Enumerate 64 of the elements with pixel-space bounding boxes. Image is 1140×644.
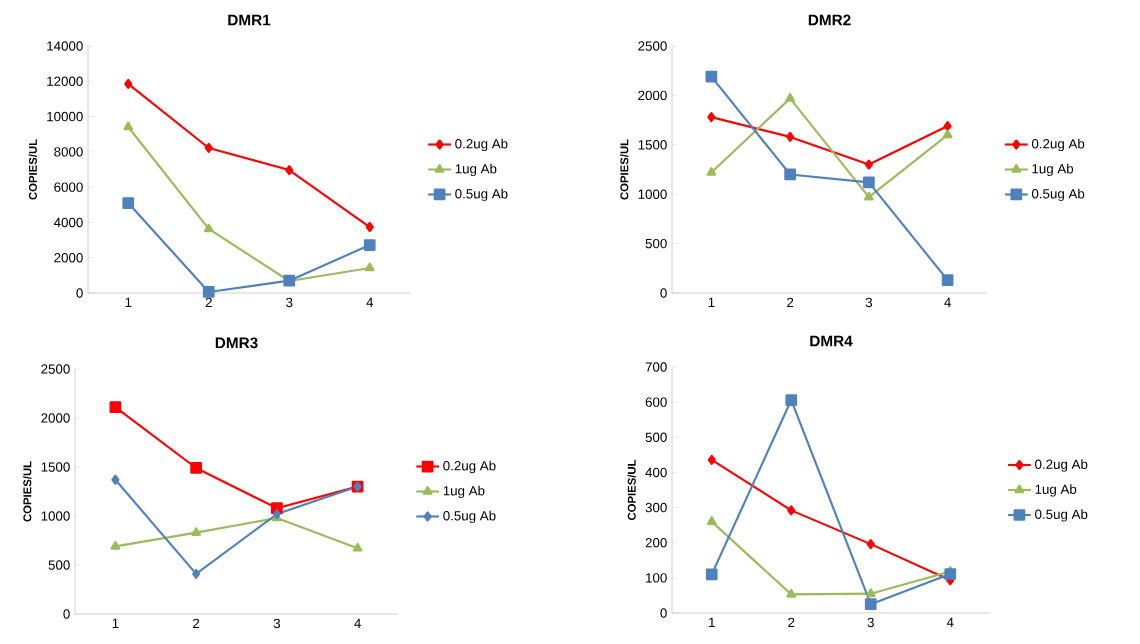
chart-title: DMR1 <box>228 14 271 26</box>
y-tick-label: 1000 <box>41 511 70 521</box>
y-tick-label: 500 <box>645 238 667 249</box>
x-tick-label: 3 <box>286 297 293 308</box>
x-tick-label: 1 <box>112 618 119 628</box>
legend-label: 1ug Ab <box>1032 163 1074 177</box>
y-tick-label: 0 <box>660 288 667 298</box>
y-axis-title: COPIES/UL <box>620 139 629 200</box>
y-tick-label: 2500 <box>41 364 70 374</box>
y-axis-title: COPIES/UL <box>627 459 636 521</box>
legend-label: 1ug Ab <box>443 485 485 499</box>
legend-label: 0.2ug Ab <box>443 460 496 474</box>
legend-label: 0.2ug Ab <box>1031 138 1085 152</box>
y-tick-label: 1500 <box>41 462 70 472</box>
x-tick-label: 4 <box>946 617 954 627</box>
y-tick-label: 6000 <box>54 182 83 192</box>
chart-title: DMR2 <box>808 14 851 26</box>
x-tick-label: 3 <box>865 297 873 308</box>
y-tick-label: 2500 <box>638 41 667 51</box>
legend-label: 0.5ug Ab <box>443 510 496 524</box>
y-tick-label: 100 <box>646 573 667 583</box>
y-tick-label: 0 <box>660 608 667 618</box>
legend-label: 0.5ug Ab <box>455 188 508 202</box>
legend-label: 0.5ug Ab <box>1031 188 1085 202</box>
x-tick-label: 3 <box>273 618 281 629</box>
y-tick-label: 4000 <box>53 217 83 228</box>
y-tick-label: 300 <box>645 502 667 513</box>
y-tick-label: 14000 <box>47 41 83 51</box>
x-tick-label: 1 <box>709 617 715 627</box>
x-tick-label: 1 <box>125 297 132 307</box>
y-tick-label: 12000 <box>47 76 83 86</box>
x-tick-label: 4 <box>944 297 951 307</box>
y-tick-label: 0 <box>76 288 83 298</box>
y-tick-label: 2000 <box>638 90 667 101</box>
y-tick-label: 600 <box>645 397 667 407</box>
y-tick-label: 2000 <box>41 413 70 423</box>
x-tick-label: 4 <box>354 618 361 628</box>
legend-label: 1ug Ab <box>455 163 497 177</box>
x-tick-label: 1 <box>708 297 715 307</box>
x-tick-label: 2 <box>787 297 794 308</box>
y-axis-title: COPIES/UL <box>28 139 38 200</box>
y-tick-label: 0 <box>63 609 70 619</box>
x-tick-label: 3 <box>867 617 874 628</box>
chart-title: DMR3 <box>215 337 258 349</box>
legend-label: 0.5ug Ab <box>1035 509 1088 522</box>
legend-label: 1ug Ab <box>1035 484 1077 497</box>
x-tick-label: 2 <box>205 297 212 308</box>
y-tick-label: 500 <box>645 432 667 443</box>
chart-title: DMR4 <box>810 335 853 347</box>
y-tick-label: 10000 <box>47 111 83 122</box>
y-tick-label: 700 <box>645 362 667 372</box>
x-tick-label: 2 <box>193 618 200 629</box>
x-tick-label: 4 <box>366 297 374 307</box>
y-tick-label: 200 <box>645 538 667 548</box>
y-tick-label: 1000 <box>638 189 667 199</box>
y-tick-label: 1500 <box>638 140 667 150</box>
y-axis-title: COPIES/UL <box>23 461 32 522</box>
legend-label: 0.2ug Ab <box>455 138 508 152</box>
y-tick-label: 400 <box>645 467 667 478</box>
y-tick-label: 8000 <box>54 147 83 157</box>
y-tick-label: 500 <box>48 560 70 570</box>
y-tick-label: 2000 <box>54 253 83 263</box>
legend-label: 0.2ug Ab <box>1035 459 1088 472</box>
x-tick-label: 2 <box>788 617 795 628</box>
